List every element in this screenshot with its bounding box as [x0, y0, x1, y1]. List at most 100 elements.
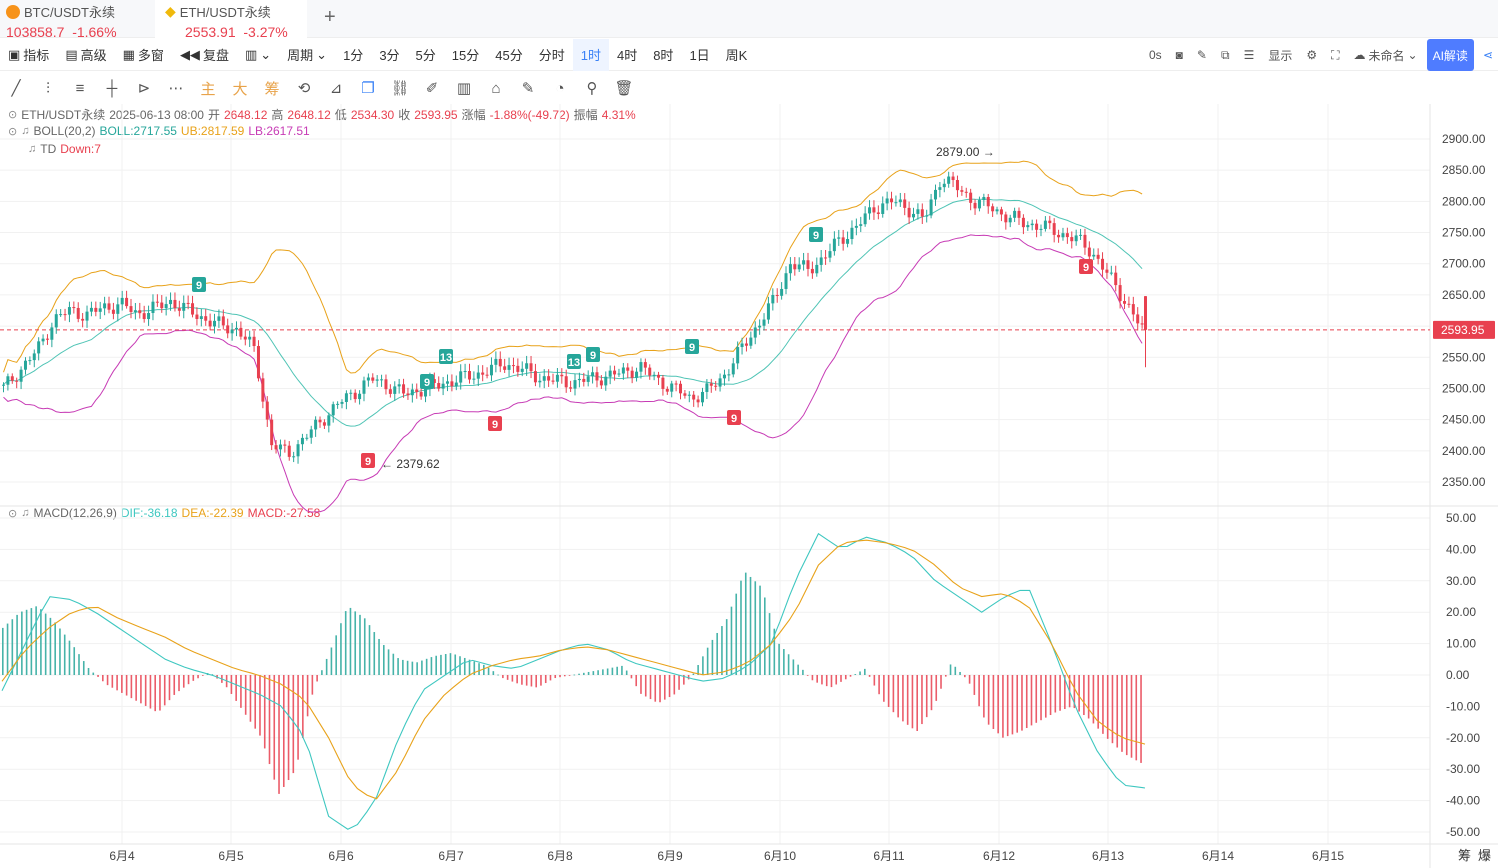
interval-45m[interactable]: 45分 — [495, 48, 523, 63]
candle-body — [586, 376, 590, 382]
macd-bar — [997, 675, 999, 734]
candle-body — [498, 358, 502, 367]
macd-name[interactable]: MACD(12,26,9) — [33, 506, 117, 520]
macd-bar — [635, 675, 638, 687]
share-icon[interactable]: ⋖ — [1482, 48, 1493, 62]
last-price-badge — [1433, 320, 1495, 339]
lock-icon[interactable]: ⌂ — [491, 79, 501, 97]
interval-5m[interactable]: 5分 — [415, 48, 436, 63]
interval-8h[interactable]: 8时 — [653, 48, 674, 63]
path-tool-icon[interactable]: ⊳ — [137, 80, 151, 97]
candle-body — [72, 307, 76, 309]
tab-eth[interactable]: ◆ ETH/USDT永续 2553.91 -3.27% — [155, 0, 307, 40]
list-icon[interactable]: ☰ — [1243, 48, 1255, 62]
interval-1d[interactable]: 1日 — [689, 48, 710, 63]
candle-body — [23, 360, 27, 370]
magnet-icon[interactable]: ◔ — [555, 79, 565, 97]
sync-icon[interactable]: ⟲ — [297, 80, 311, 97]
big-order-button[interactable]: 大 — [232, 80, 248, 98]
interval-1h[interactable]: 1时 — [572, 38, 609, 71]
candle-body — [986, 196, 990, 207]
replay-label: 复盘 — [202, 48, 229, 63]
price-tick: 2350.00 — [1442, 475, 1486, 489]
pen-icon[interactable]: ✎ — [1196, 48, 1207, 62]
interval-15m[interactable]: 15分 — [451, 48, 480, 63]
edit-icon[interactable]: ✎ — [521, 80, 535, 97]
display-button[interactable]: 显示 — [1268, 48, 1293, 63]
td-name[interactable]: TD — [40, 142, 57, 156]
td-mark-label: 9 — [492, 419, 498, 431]
candle-body — [366, 377, 370, 381]
chip-button[interactable]: 筹 — [264, 80, 280, 98]
date-tick: 6月4 — [109, 849, 135, 863]
horizontal-lines-icon[interactable]: ≡ — [75, 79, 85, 97]
candle-body — [147, 313, 151, 320]
main-force-button[interactable]: 主 — [200, 80, 216, 98]
link-icon[interactable]: ⛓ — [390, 80, 410, 97]
macd-tick: -30.00 — [1446, 762, 1480, 776]
ruler-icon[interactable]: ⊿ — [329, 80, 343, 97]
advanced-button[interactable]: ▤ 高级 — [57, 39, 114, 71]
td-mark-label: 9 — [689, 342, 695, 354]
more-tools-icon[interactable]: ⋯ — [168, 80, 184, 97]
bell-icon[interactable]: ♫ — [21, 507, 30, 519]
horizontal-ray-icon[interactable]: ┼ — [106, 79, 118, 97]
candles-icon[interactable]: ▥ — [456, 80, 472, 97]
filter-icon[interactable]: ⚲ — [586, 80, 598, 97]
collapse-icon[interactable]: ⊙ — [8, 507, 18, 520]
trash-icon[interactable]: 🗑 — [614, 80, 634, 97]
interval-week[interactable]: 周K — [725, 48, 748, 63]
macd-bar — [454, 654, 457, 675]
popout-icon[interactable]: ⧉ — [1220, 47, 1230, 62]
tab-price: 2553.91 — [185, 24, 236, 40]
td-mark-label: 9 — [590, 350, 596, 362]
fullscreen-icon[interactable]: ⛶ — [1331, 47, 1340, 62]
macd-bar — [21, 611, 23, 675]
cloud-layout-dropdown[interactable]: ☁ 未命名 ⌄ — [1353, 48, 1418, 63]
period-dropdown[interactable]: 周期 ⌄ — [279, 39, 335, 71]
macd-bar — [116, 675, 118, 691]
bell-icon[interactable]: ♫ — [28, 143, 37, 155]
macd-tick: 50.00 — [1446, 511, 1476, 525]
multi-window-button[interactable]: ▦ 多窗 — [115, 39, 172, 71]
candle-body — [406, 393, 410, 396]
td-mark-label: 13 — [568, 357, 580, 369]
parallel-line-icon[interactable]: ⫶ — [46, 79, 50, 97]
interval-3m[interactable]: 3分 — [379, 48, 400, 63]
settings-icon[interactable]: ⚙ — [1306, 48, 1318, 62]
macd-bar — [321, 670, 323, 675]
candle-body — [1105, 269, 1109, 273]
boll-name[interactable]: BOLL(20,2) — [33, 124, 96, 138]
replay-button[interactable]: ◀◀ 复盘 — [172, 39, 237, 71]
macd-bar — [121, 675, 123, 693]
chart-canvas[interactable]: 9 9 13 9 9 13 9 9 9 9 9 2900.00 2850.00 2800.00 2750.… — [0, 104, 1498, 868]
brush-icon[interactable]: ✐ — [425, 80, 439, 97]
macd-bar — [978, 675, 980, 707]
interval-4h[interactable]: 4时 — [616, 48, 638, 63]
bell-icon[interactable]: ♫ — [21, 125, 30, 137]
tab-btc[interactable]: BTC/USDT永续 103858.7 -1.66% — [0, 0, 150, 40]
candle-body — [696, 399, 700, 403]
macd-bar — [292, 675, 295, 774]
indicator-button[interactable]: ▣ 指标 — [0, 39, 57, 71]
interval-timeshare[interactable]: 分时 — [538, 48, 565, 63]
interval-1m[interactable]: 1分 — [343, 48, 364, 63]
candle-body — [1004, 214, 1008, 223]
macd-bar — [273, 675, 276, 780]
candle-body — [613, 370, 617, 375]
candle-body — [854, 225, 858, 228]
ai-interpret-button[interactable]: AI解读 — [1426, 39, 1474, 71]
add-tab-icon[interactable]: + — [324, 6, 336, 28]
macd-bar — [240, 675, 242, 708]
macd-bar — [11, 619, 14, 675]
candle-body — [1017, 210, 1021, 218]
td-mark-box — [685, 339, 699, 354]
chart-type-button[interactable]: ▥ ⌄ — [237, 39, 279, 71]
copy-icon[interactable]: ❐ — [361, 80, 375, 97]
candle-body — [103, 303, 107, 309]
camera-icon[interactable]: ◙ — [1175, 48, 1183, 62]
line-tool-icon[interactable]: ╱ — [11, 80, 21, 97]
candle-body — [467, 371, 471, 380]
collapse-icon[interactable]: ⊙ — [8, 125, 18, 138]
collapse-icon[interactable]: ⊙ — [8, 109, 18, 121]
